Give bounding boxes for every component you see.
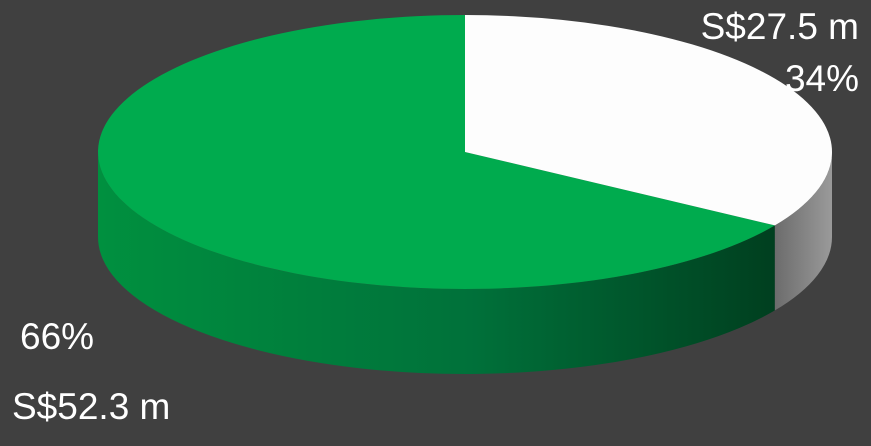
slice-green-percent-label: 66%: [20, 316, 95, 357]
slice-white-percent-label: 34%: [784, 58, 859, 99]
pie-slice-white-side: [774, 152, 832, 311]
slice-white-value-label: S$27.5 m: [700, 6, 859, 47]
pie-slice-green: [98, 15, 775, 290]
slice-green-value-label: S$52.3 m: [12, 386, 171, 427]
pie-slice-green-side: [97, 152, 775, 375]
pie-slice-white: [465, 14, 833, 226]
